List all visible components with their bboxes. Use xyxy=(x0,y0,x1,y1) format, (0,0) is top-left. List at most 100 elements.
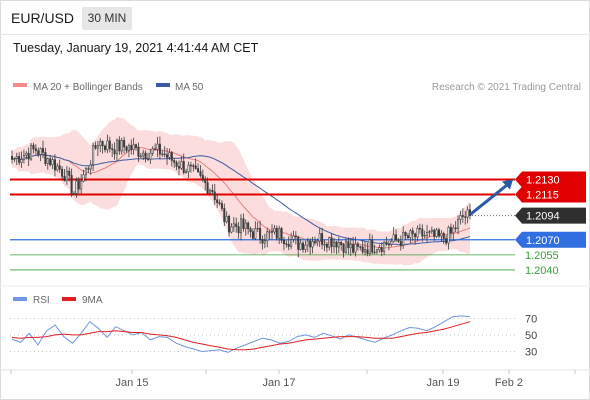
candle-body xyxy=(144,152,147,160)
candle xyxy=(199,165,202,178)
candle-body xyxy=(409,230,412,239)
candle xyxy=(278,225,281,245)
candle-body xyxy=(318,233,321,242)
candle-body xyxy=(325,243,328,248)
candle xyxy=(99,138,102,153)
candle xyxy=(344,238,347,254)
candle-body xyxy=(361,246,364,253)
candle-body xyxy=(366,249,369,254)
candle xyxy=(92,142,95,172)
candle xyxy=(349,238,352,256)
candle xyxy=(192,163,195,172)
candle xyxy=(313,236,316,246)
candle xyxy=(56,163,59,172)
candle xyxy=(452,224,455,240)
candle-body xyxy=(104,145,107,151)
candle xyxy=(385,236,388,246)
candle xyxy=(94,141,97,150)
candle-body xyxy=(211,190,214,193)
candle-body xyxy=(464,216,467,218)
candle-body xyxy=(251,231,254,239)
candle xyxy=(58,159,61,173)
candle-body xyxy=(304,244,307,250)
candle-body xyxy=(70,175,73,195)
rsi-ma-legend-swatch xyxy=(62,297,76,301)
price-levels xyxy=(10,178,515,271)
candle xyxy=(127,143,130,158)
candle-body xyxy=(84,168,87,176)
candle xyxy=(352,236,355,254)
candle xyxy=(111,143,114,158)
time-axis-label: Jan 19 xyxy=(426,377,459,389)
candle-body xyxy=(406,235,409,239)
candle-body xyxy=(63,176,66,181)
candle-body xyxy=(335,241,338,248)
candle-body xyxy=(201,175,204,180)
candle xyxy=(113,142,116,160)
datetime-label: Tuesday, January 19, 2021 4:41:44 AM CET xyxy=(13,41,259,55)
candle xyxy=(108,136,111,153)
candle xyxy=(356,241,359,251)
candle-body xyxy=(461,215,464,217)
candle xyxy=(428,229,431,238)
candle xyxy=(406,232,409,240)
candle-body xyxy=(56,165,59,171)
candle xyxy=(325,242,328,253)
time-axis-label: Jan 17 xyxy=(262,377,295,389)
candle-body xyxy=(278,228,281,239)
rsi-legend-swatch xyxy=(13,297,27,301)
candle xyxy=(435,227,438,239)
candle xyxy=(25,151,28,160)
candle-body xyxy=(101,141,104,147)
current-price-label: 1.2094 xyxy=(526,211,560,223)
support-label: 1.2040 xyxy=(525,265,559,277)
candle xyxy=(149,148,152,164)
candle-body xyxy=(416,227,419,238)
candle-body xyxy=(282,240,285,244)
candle xyxy=(30,143,33,161)
rsi-tick-label: 30 xyxy=(525,346,537,358)
candle-body xyxy=(356,243,359,247)
candle-body xyxy=(330,237,333,247)
candle-body xyxy=(433,229,436,237)
candle xyxy=(39,147,42,162)
candle xyxy=(132,137,135,155)
candle-body xyxy=(380,247,383,252)
resistance-tag xyxy=(515,171,586,188)
support-label: 1.2055 xyxy=(525,250,559,262)
candle xyxy=(135,143,138,151)
candle xyxy=(32,142,35,154)
rsi-ma-line xyxy=(11,321,471,351)
candle-body xyxy=(328,237,331,248)
candle xyxy=(268,229,271,240)
candle-body xyxy=(435,229,438,237)
candle xyxy=(461,208,464,223)
candle-body xyxy=(426,232,429,236)
candle xyxy=(306,237,309,252)
candle xyxy=(65,165,68,185)
candle xyxy=(218,199,221,206)
candle-body xyxy=(311,241,314,248)
candle xyxy=(201,169,204,183)
candle-body xyxy=(25,152,28,156)
candle xyxy=(347,237,350,255)
candle xyxy=(311,236,314,254)
resistance-label: 1.2130 xyxy=(526,174,560,186)
candle xyxy=(37,147,40,158)
candle-body xyxy=(287,243,290,247)
candle xyxy=(230,223,233,234)
candle xyxy=(390,238,393,247)
candle xyxy=(323,239,326,252)
candle-body xyxy=(437,229,441,237)
candle xyxy=(418,223,421,234)
candle-body xyxy=(58,165,61,170)
candle xyxy=(285,240,288,248)
candle xyxy=(373,244,376,255)
candle-body xyxy=(68,170,71,176)
candle xyxy=(275,225,278,241)
candle xyxy=(247,221,250,235)
candle-body xyxy=(290,239,293,247)
interval-button[interactable]: 30 MIN xyxy=(82,7,132,30)
candle-body xyxy=(139,155,142,157)
candle xyxy=(10,150,14,164)
